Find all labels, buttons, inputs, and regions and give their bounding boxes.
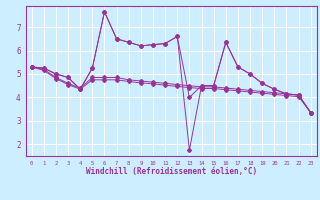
X-axis label: Windchill (Refroidissement éolien,°C): Windchill (Refroidissement éolien,°C): [86, 167, 257, 176]
